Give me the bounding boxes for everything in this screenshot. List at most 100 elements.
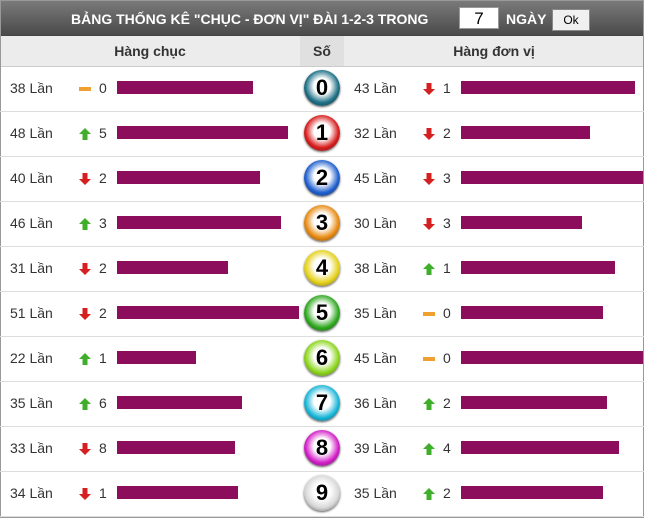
digit-ball: 2 — [304, 160, 340, 196]
count-label: 33 Lần — [10, 440, 53, 456]
table-row: 46 Lần 3 30 Lần 3 3 — [0, 202, 644, 247]
delta: 2 — [99, 170, 107, 186]
trend-icon — [423, 173, 435, 185]
table-row: 22 Lần 1 45 Lần 0 6 — [0, 337, 644, 382]
delta: 2 — [99, 305, 107, 321]
count-label: 40 Lần — [10, 170, 53, 186]
count-bar — [461, 351, 643, 364]
count-bar — [461, 441, 619, 454]
digit-ball: 7 — [304, 385, 340, 421]
delta: 6 — [99, 395, 107, 411]
count-label: 32 Lần — [354, 125, 397, 141]
count-bar — [117, 261, 228, 274]
trend-icon — [79, 353, 91, 365]
count-bar — [461, 171, 643, 184]
trend-icon — [423, 128, 435, 140]
days-unit: NGÀY — [506, 11, 547, 27]
count-label: 38 Lần — [354, 260, 397, 276]
digit-ball: 4 — [304, 250, 340, 286]
trend-icon — [79, 308, 91, 320]
ok-button[interactable]: Ok — [552, 9, 590, 31]
table-row: 35 Lần 6 36 Lần 2 7 — [0, 382, 644, 427]
trend-icon — [79, 173, 91, 185]
digit-ball: 6 — [304, 340, 340, 376]
delta: 0 — [443, 350, 451, 366]
column-header: Hàng đơn vị — [344, 36, 644, 67]
digit-ball: 5 — [304, 295, 340, 331]
count-bar — [117, 306, 299, 319]
table-row: 38 Lần 0 43 Lần 1 0 — [0, 67, 644, 112]
table-row: 48 Lần 5 32 Lần 2 1 — [0, 112, 644, 157]
trend-icon — [423, 443, 435, 455]
delta: 4 — [443, 440, 451, 456]
table-row: 51 Lần 2 35 Lần 0 5 — [0, 292, 644, 337]
digit-ball: 1 — [304, 115, 340, 151]
count-bar — [117, 486, 239, 499]
header-bar: BẢNG THỐNG KÊ "CHỤC - ĐƠN VỊ" ĐÀI 1-2-3 … — [0, 0, 644, 36]
trend-icon — [79, 398, 91, 410]
delta: 0 — [443, 305, 451, 321]
count-label: 35 Lần — [10, 395, 53, 411]
count-label: 35 Lần — [354, 485, 397, 501]
count-bar — [117, 351, 196, 364]
trend-icon — [79, 488, 91, 500]
count-bar — [117, 126, 289, 139]
delta: 3 — [443, 170, 451, 186]
trend-icon — [79, 128, 91, 140]
trend-icon — [423, 357, 435, 361]
trend-icon — [79, 218, 91, 230]
count-label: 51 Lần — [10, 305, 53, 321]
title: BẢNG THỐNG KÊ "CHỤC - ĐƠN VỊ" ĐÀI 1-2-3 … — [71, 11, 429, 27]
delta: 1 — [443, 260, 451, 276]
count-label: 31 Lần — [10, 260, 53, 276]
delta: 1 — [99, 485, 107, 501]
trend-icon — [423, 312, 435, 316]
count-label: 34 Lần — [10, 485, 53, 501]
count-bar — [117, 441, 235, 454]
count-bar — [461, 486, 603, 499]
count-label: 36 Lần — [354, 395, 397, 411]
delta: 2 — [99, 260, 107, 276]
delta: 1 — [99, 350, 107, 366]
table-row: 34 Lần 1 35 Lần 2 9 — [0, 472, 644, 517]
count-bar — [461, 396, 607, 409]
count-label: 38 Lần — [10, 80, 53, 96]
count-label: 45 Lần — [354, 170, 397, 186]
trend-icon — [79, 263, 91, 275]
count-bar — [117, 396, 242, 409]
table-row: 40 Lần 2 45 Lần 3 2 — [0, 157, 644, 202]
count-label: 45 Lần — [354, 350, 397, 366]
trend-icon — [423, 83, 435, 95]
count-bar — [117, 171, 260, 184]
count-bar — [461, 126, 591, 139]
days-input[interactable]: 7 — [459, 7, 499, 29]
delta: 3 — [99, 215, 107, 231]
digit-ball: 9 — [304, 475, 340, 511]
trend-icon — [79, 443, 91, 455]
digit-ball: 0 — [304, 70, 340, 106]
count-bar — [461, 261, 615, 274]
delta: 2 — [443, 125, 451, 141]
count-label: 48 Lần — [10, 125, 53, 141]
trend-icon — [423, 263, 435, 275]
table-row: 31 Lần 2 38 Lần 1 4 — [0, 247, 644, 292]
table-row: 33 Lần 8 39 Lần 4 8 — [0, 427, 644, 472]
count-label: 43 Lần — [354, 80, 397, 96]
digit-ball: 8 — [304, 430, 340, 466]
trend-icon — [423, 488, 435, 500]
delta: 2 — [443, 485, 451, 501]
count-label: 46 Lần — [10, 215, 53, 231]
count-bar — [461, 216, 583, 229]
count-label: 35 Lần — [354, 305, 397, 321]
delta: 1 — [443, 80, 451, 96]
count-bar — [117, 81, 253, 94]
delta: 0 — [99, 80, 107, 96]
count-label: 22 Lần — [10, 350, 53, 366]
trend-icon — [423, 398, 435, 410]
count-bar — [461, 81, 635, 94]
count-label: 39 Lần — [354, 440, 397, 456]
delta: 8 — [99, 440, 107, 456]
delta: 5 — [99, 125, 107, 141]
count-bar — [461, 306, 603, 319]
